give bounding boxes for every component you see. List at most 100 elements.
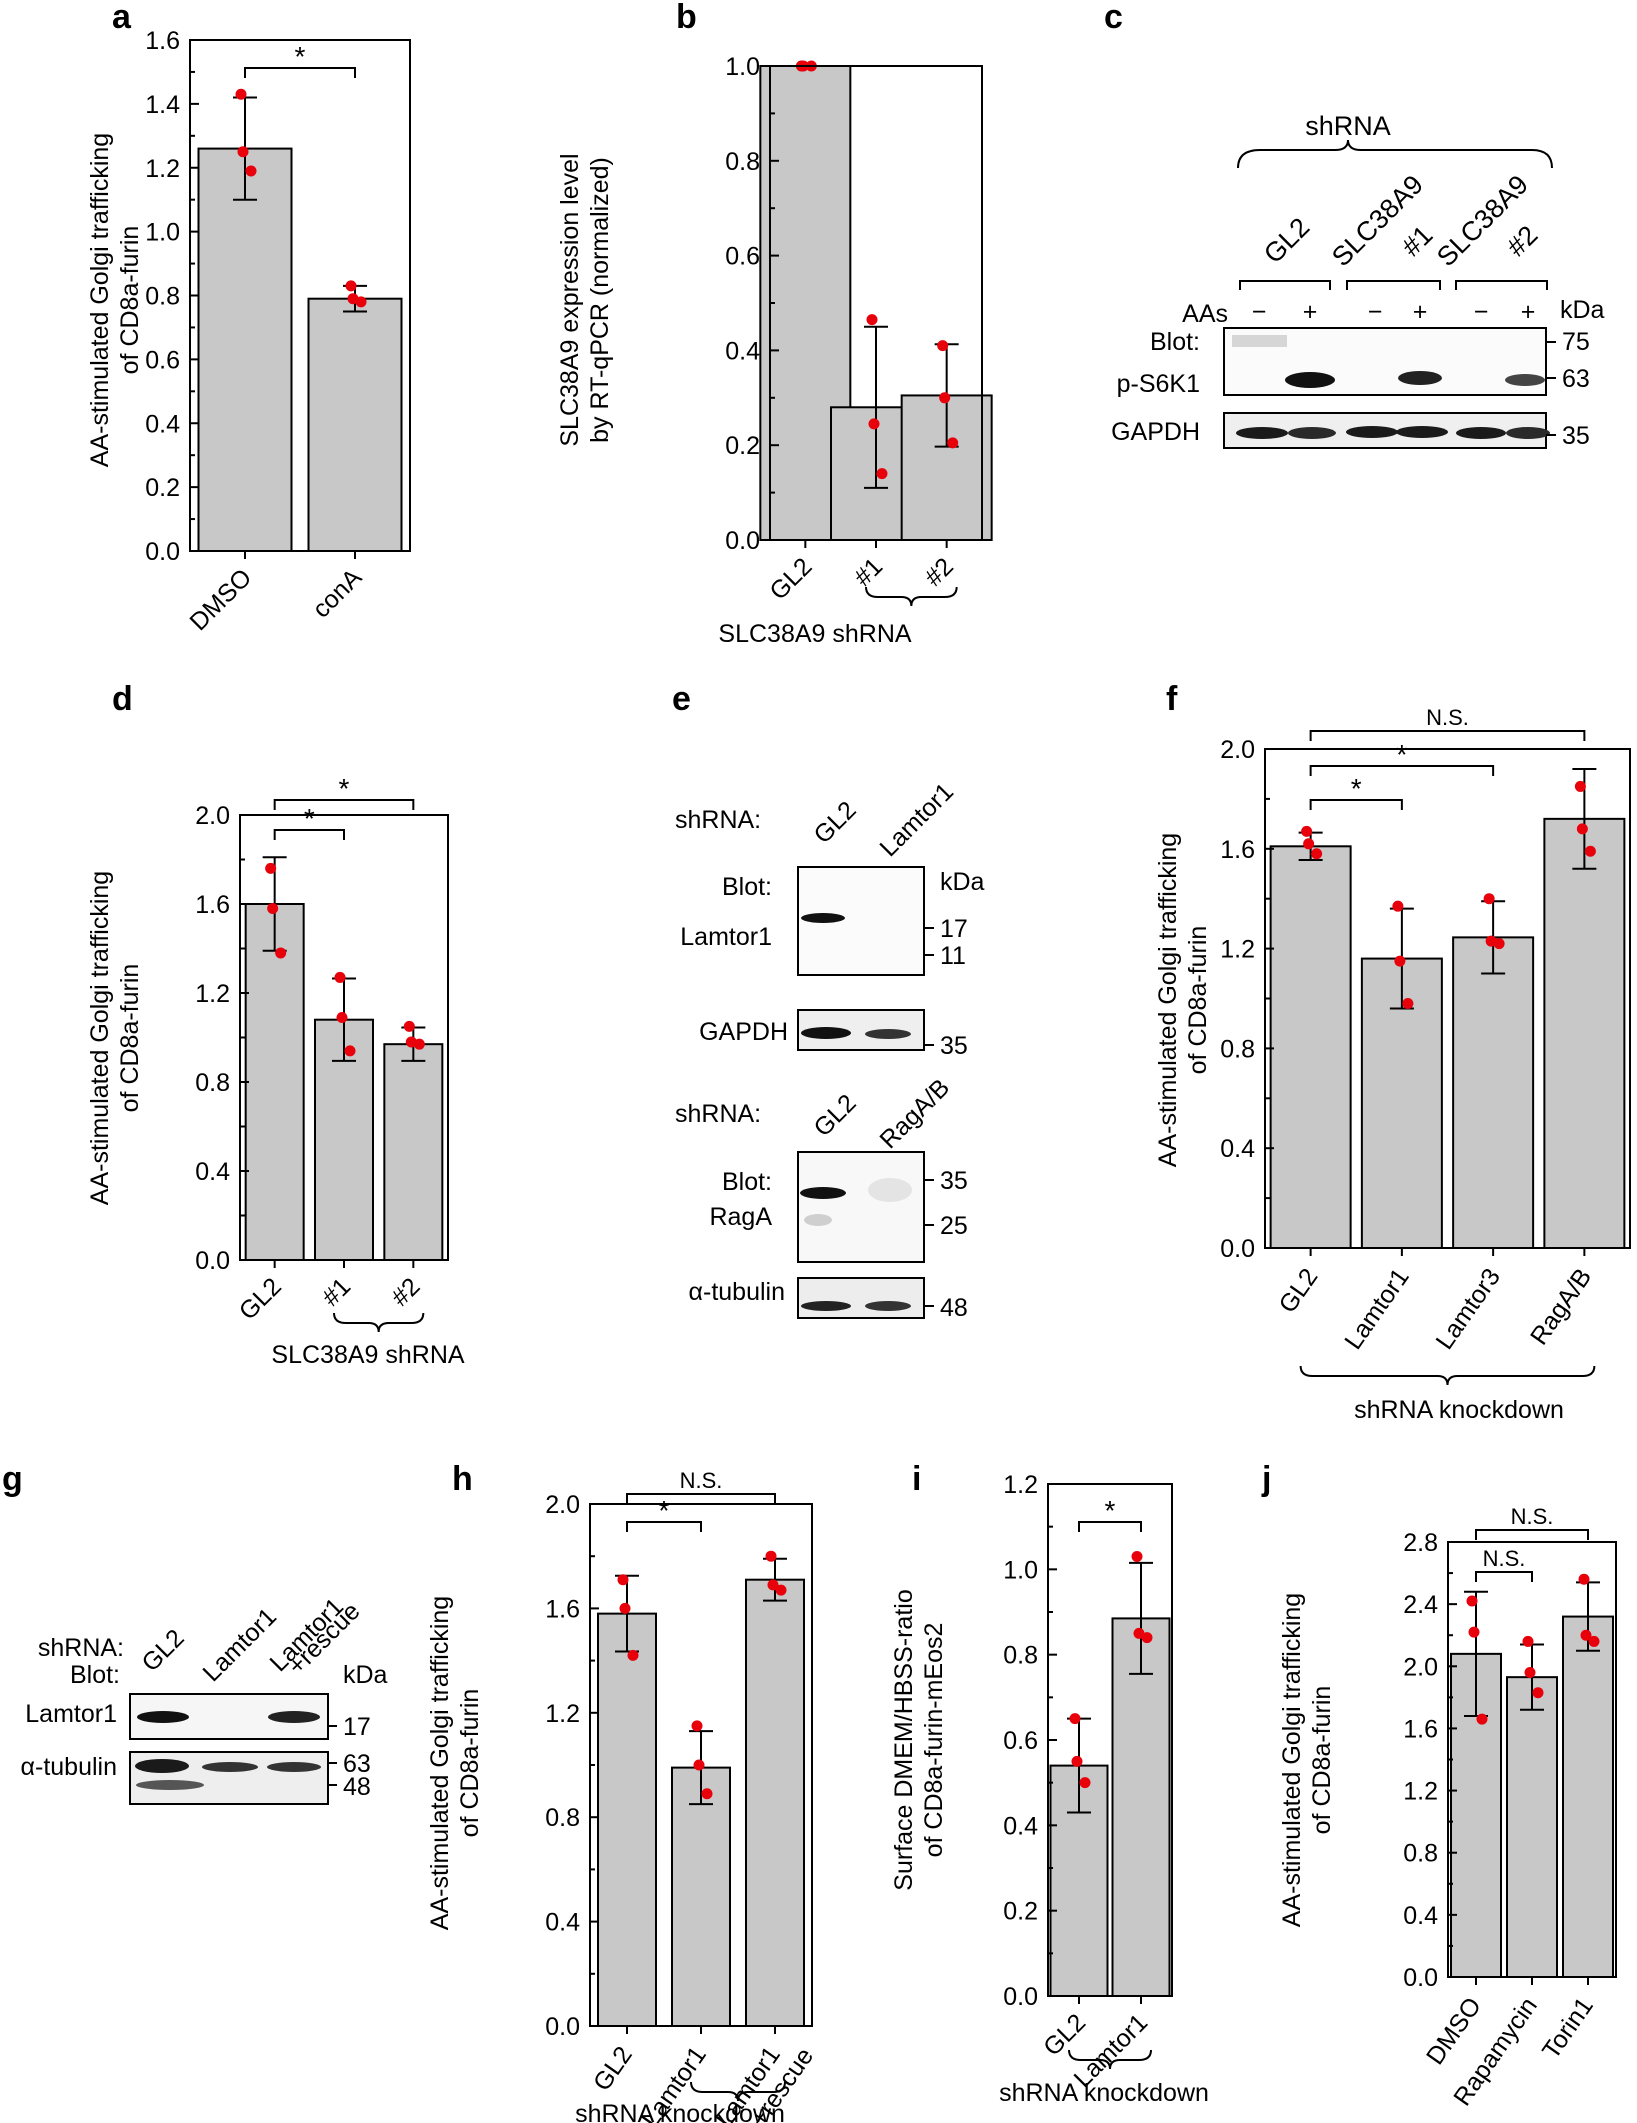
y-tick-label-d-1: 0.4 [195,1158,230,1186]
category-label-line-a-1-0: conA [307,563,367,623]
data-point-j-1-1 [1524,1667,1536,1678]
data-point-h-1-2 [701,1788,713,1800]
data-point-b-2-1 [939,392,951,404]
data-point-f-0-0 [1301,825,1313,837]
blot-e-row-gapdh: GAPDH [699,1018,788,1046]
blot-c-sign-3: − [1368,298,1383,326]
blot-c-sign-6: + [1521,298,1536,326]
data-point-h-0-0 [617,1574,629,1586]
blot-c-band-gapdh-2 [1288,427,1336,439]
blot-c-group-gl2: GL2 [1258,212,1315,269]
category-label-h-0: GL2 [588,2041,638,2096]
data-point-j-2-0 [1578,1573,1590,1585]
y-tick-label-h-2: 0.8 [545,1804,580,1832]
blot-e-row-lamtor1: Lamtor1 [680,923,772,951]
blot-g-marker-48: 48 [343,1773,371,1801]
blot-c-lane-bracket-1 [1239,280,1331,290]
category-label-b-1: #1 [849,552,888,591]
blot-e-marker-35b: 35 [940,1167,968,1195]
category-label-d-2: #2 [386,1272,425,1311]
blot-e-marker-35a: 35 [940,1032,968,1060]
data-point-j-0-2 [1476,1713,1488,1725]
significance-label-d-1: * [339,773,350,804]
blot-e-band-lamtor1 [801,913,845,923]
y-tick-label-b-1: 0.2 [725,432,760,460]
bar-d-0 [244,903,305,1261]
blot-e-band-tubulin-1 [801,1301,851,1311]
significance-bracket-d-0 [273,829,345,840]
data-point-f-3-2 [1584,845,1596,857]
category-label-line-d-2-0: #2 [386,1272,425,1311]
category-label-b-2: #2 [919,552,958,591]
significance-label-j-1: N.S. [1511,1504,1554,1529]
blot-c-band-bg [1232,335,1287,347]
blot-c-kda-label: kDa [1560,296,1605,324]
blot-panel-e: e shRNA: GL2 Lamtor1 kDa Blot: Lamtor1 1… [672,680,985,1322]
y-tick-label-j-1: 0.4 [1403,1902,1438,1930]
y-tick-label-b-5: 1.0 [725,53,760,81]
category-label-line-a-0-0: DMSO [184,563,257,636]
blot-e-band-gapdh-1 [801,1027,851,1039]
y-axis-label-line-f-1: of CD8a-furin [1184,926,1212,1075]
chart-panel-b: b 0.0 0.2 0.4 0.6 0.8 1.0 GL2 #1 #2 SLC38A9 expres… [556,0,993,648]
data-point-j-2-1 [1580,1629,1592,1641]
y-axis-label-line-a-1: of CD8a-furin [116,226,144,375]
group-bracket-b [865,586,958,607]
data-point-i-0-1 [1071,1755,1083,1767]
y-tick-label-a-7: 1.4 [145,91,180,119]
data-point-f-3-1 [1576,823,1588,835]
data-point-i-0-0 [1069,1713,1081,1725]
y-tick-label-h-5: 2.0 [545,1491,580,1519]
blot-e-lane-gl2-2: GL2 [808,1089,861,1142]
blot-g-band-tubulin-lower [136,1780,204,1790]
panel-letter-e: e [672,680,691,718]
category-label-a-0: DMSO [184,563,257,636]
blot-c-band-ps6k1-lane6 [1505,374,1545,386]
significance-label-i-0: * [1105,1495,1116,1526]
bar-h-0 [597,1612,657,2027]
category-label-line-f-1-0: Lamtor1 [1339,1263,1415,1354]
chart-panel-f: f 0.0 0.4 0.8 1.2 1.6 2.0 GL2 Lamtor1 Lamtor3 RagA… [1154,680,1631,1424]
significance-label-j-0: N.S. [1483,1546,1526,1571]
data-point-f-2-0 [1483,893,1495,905]
category-label-a-1: conA [307,563,367,623]
significance-label-h-1: N.S. [680,1468,723,1493]
significance-bracket-f-1 [1309,765,1495,776]
y-axis-label-line-d-1: of CD8a-furin [116,964,144,1113]
y-axis-label-line-j-1: of CD8a-furin [1308,1686,1336,1835]
blot-c-aas-label: AAs [1182,300,1228,328]
category-label-j-2: Torin1 [1537,1992,1599,2064]
data-point-d-1-1 [336,1011,348,1023]
y-tick-label-b-0: 0.0 [725,527,760,555]
y-tick-label-a-4: 0.8 [145,283,180,311]
blot-g-row-tubulin: α-tubulin [21,1753,117,1781]
blot-e-row-tubulin: α-tubulin [689,1278,785,1306]
blot-e-membrane-raga [797,1151,925,1263]
category-label-line-b-2-0: #2 [919,552,958,591]
data-point-f-1-0 [1392,900,1404,912]
data-point-a-0-0 [235,88,247,100]
blot-c-band-gapdh-4 [1396,426,1448,438]
bar-a-0 [197,147,293,552]
y-tick-label-f-4: 1.6 [1220,836,1255,864]
data-point-a-0-2 [245,165,257,177]
blot-e-blot-label-2: Blot: [722,1168,772,1196]
y-tick-label-b-2: 0.4 [725,337,760,365]
blot-g-lane-lamtor1: Lamtor1 [197,1603,282,1688]
data-point-d-0-0 [265,862,277,874]
blot-c-group-num-1: #1 [1396,220,1438,262]
y-tick-label-a-5: 1.0 [145,219,180,247]
category-label-d-0: GL2 [234,1272,287,1325]
y-axis-label-f: AA-stimulated Golgi traffickingof CD8a-f… [1154,833,1212,1167]
category-label-line-b-0-0: GL2 [764,552,817,605]
blot-g-band-tubulin-3 [267,1762,321,1772]
blot-c-row-ps6k1: p-S6K1 [1117,370,1200,398]
panel-letter-f: f [1166,680,1178,718]
data-point-h-0-1 [619,1602,631,1614]
data-point-d-2-0 [403,1020,415,1032]
blot-c-band-gapdh-3 [1346,426,1398,438]
y-tick-label-f-1: 0.4 [1220,1135,1255,1163]
data-point-i-1-2 [1141,1632,1153,1644]
significance-label-a-0: * [295,41,306,72]
y-tick-label-h-4: 1.6 [545,1595,580,1623]
